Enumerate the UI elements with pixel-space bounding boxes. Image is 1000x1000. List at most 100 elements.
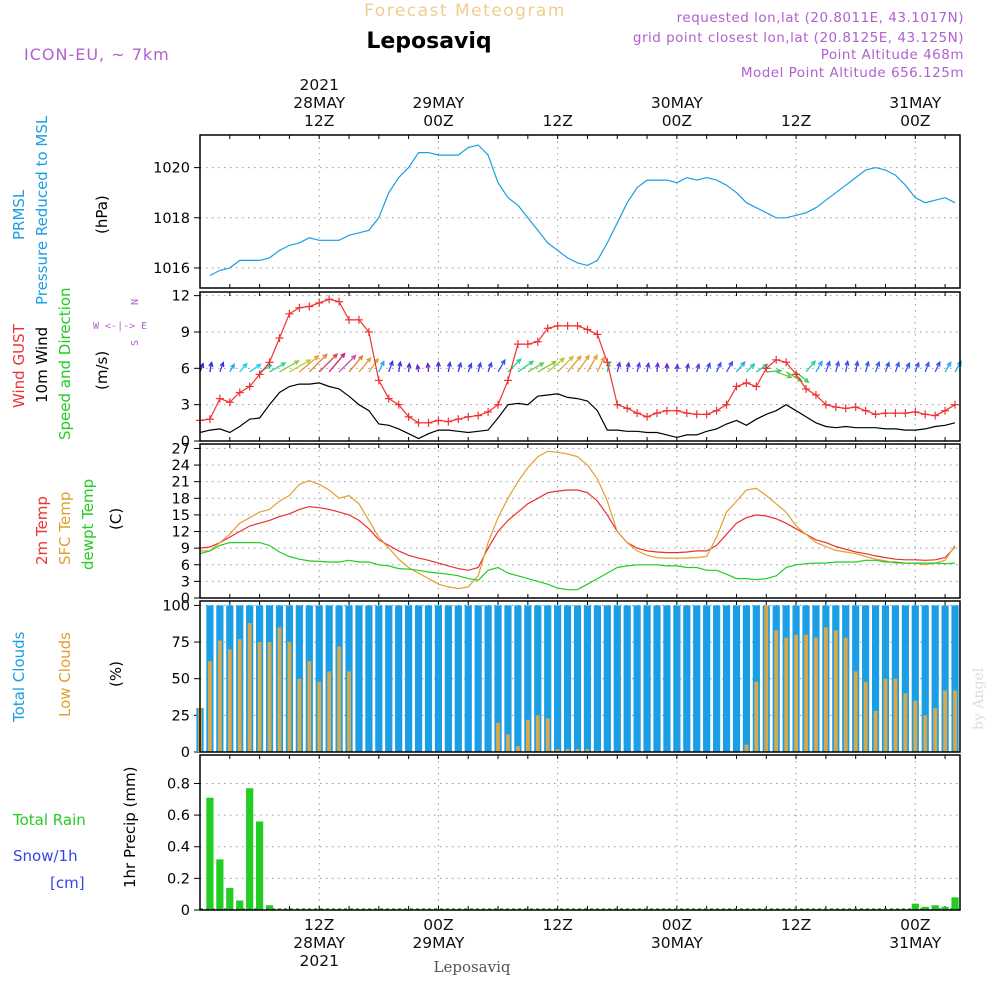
wind-arrow-shaft bbox=[934, 361, 941, 373]
wind-arrow-shaft bbox=[845, 361, 849, 373]
wind-arrow bbox=[924, 361, 930, 373]
prmsl-line bbox=[209, 144, 956, 277]
time-label-bottom: 29MAY bbox=[412, 934, 464, 952]
compass-we: W <-|-> E bbox=[93, 321, 147, 332]
wind-arrow-shaft bbox=[279, 360, 299, 373]
wind-arrow-head bbox=[487, 361, 493, 368]
wind-arrow-shaft bbox=[249, 363, 261, 373]
wind-arrow bbox=[537, 360, 558, 373]
pressure-label-1: PRMSL bbox=[10, 189, 28, 240]
low-cloud-bar bbox=[575, 749, 580, 752]
wind-arrow bbox=[586, 354, 598, 373]
gust-marker bbox=[444, 417, 453, 426]
wind-arrow bbox=[279, 360, 300, 373]
time-label-top: 29MAY bbox=[412, 94, 464, 112]
total-cloud-bar bbox=[593, 605, 601, 752]
wind-arrow bbox=[674, 363, 680, 373]
wind-arrow-head bbox=[568, 355, 574, 362]
total-cloud-bar bbox=[742, 605, 751, 752]
wind-arrow bbox=[259, 364, 273, 373]
low-cloud-bar bbox=[774, 630, 779, 752]
pressure-unit: (hPa) bbox=[93, 195, 111, 234]
wind-arrow-head bbox=[379, 360, 385, 366]
time-label-bottom: 12Z bbox=[542, 916, 572, 934]
wind-arrow bbox=[864, 360, 870, 373]
gust-marker bbox=[414, 418, 423, 427]
total-cloud-bar bbox=[554, 605, 562, 752]
wind-arrow-head bbox=[956, 360, 962, 367]
low-cloud-bar bbox=[893, 678, 898, 752]
wind-arrow-shaft bbox=[239, 363, 248, 373]
y-tick-label: 27 bbox=[172, 441, 190, 457]
gust-marker bbox=[762, 364, 771, 373]
wind-arrow-head bbox=[716, 361, 722, 368]
wind-arrow-head bbox=[538, 362, 545, 368]
wind-arrow bbox=[328, 352, 346, 373]
gust-marker bbox=[682, 409, 691, 418]
wind-arrow-shaft bbox=[368, 358, 379, 373]
wind-arrow bbox=[934, 360, 941, 373]
requested-coords: requested lon,lat (20.8011E, 43.1017N) bbox=[677, 10, 964, 26]
wind-arrow-head bbox=[625, 361, 631, 368]
wind-arrow-shaft bbox=[795, 371, 809, 383]
gust-marker bbox=[672, 406, 681, 415]
wind-arrow bbox=[358, 357, 372, 373]
wind-arrow-head bbox=[425, 362, 431, 369]
wind-arrow-head bbox=[810, 360, 816, 366]
wind-arrow-head bbox=[914, 361, 920, 368]
wind-arrow-shaft bbox=[586, 354, 598, 373]
total-cloud-bar bbox=[871, 605, 880, 752]
panel-4: 0 0.2 0.4 0.6 0.8 bbox=[167, 754, 961, 919]
wind-arrow bbox=[415, 363, 421, 373]
wind-arrow bbox=[547, 357, 566, 373]
wind-arrow bbox=[487, 361, 493, 373]
total-cloud-bar bbox=[603, 605, 611, 752]
y-tick-label: 0 bbox=[181, 745, 190, 761]
wind-arrow bbox=[467, 362, 473, 373]
low-cloud-bar bbox=[217, 640, 222, 752]
gust-marker bbox=[772, 355, 781, 364]
time-label-bottom: 00Z bbox=[662, 916, 692, 934]
wind-arrow bbox=[695, 362, 701, 373]
wind-arrow-head bbox=[435, 360, 441, 367]
total-cloud-bar bbox=[464, 605, 472, 752]
gust-marker bbox=[384, 394, 393, 403]
gust-marker bbox=[235, 388, 244, 397]
gust-marker bbox=[345, 315, 354, 324]
total-cloud-bar bbox=[355, 605, 363, 752]
total-cloud-bar bbox=[484, 605, 492, 752]
wind-arrow-head bbox=[551, 360, 558, 366]
y-tick-label: 9 bbox=[181, 541, 190, 557]
10m-wind-line bbox=[199, 382, 956, 440]
time-label-top: 00Z bbox=[423, 112, 453, 130]
low-cloud-bar bbox=[496, 722, 500, 752]
low-cloud-bar bbox=[794, 634, 798, 752]
wind-arrow-head bbox=[255, 363, 262, 369]
wind-arrow-head bbox=[584, 354, 590, 361]
temp-2m-label: 2m Temp bbox=[33, 496, 51, 565]
wind-arrow-shaft bbox=[825, 361, 831, 373]
wind-arrow bbox=[576, 354, 590, 373]
total-cloud-bar bbox=[444, 605, 452, 752]
total-cloud-bar bbox=[713, 605, 721, 752]
wind-arrow bbox=[338, 354, 357, 373]
rain-bar bbox=[911, 903, 919, 910]
gust-marker bbox=[265, 358, 274, 367]
wind-arrow-shaft bbox=[914, 362, 920, 373]
time-label-bottom: 28MAY bbox=[293, 934, 345, 952]
wind-arrow bbox=[645, 361, 651, 373]
gust-marker bbox=[335, 297, 344, 306]
wind-arrow bbox=[269, 362, 287, 373]
y-tick-label: 9 bbox=[181, 325, 190, 341]
wind-arrow-shaft bbox=[766, 370, 782, 373]
wind-arrow-shaft bbox=[745, 363, 755, 373]
wind-arrow-shaft bbox=[517, 360, 534, 373]
wind-arrow-head bbox=[895, 361, 900, 368]
wind-arrow bbox=[825, 360, 831, 373]
wind-arrow-head bbox=[266, 364, 273, 370]
wind-arrow bbox=[685, 362, 691, 373]
time-label-top: 2021 bbox=[299, 76, 338, 94]
point-altitude: Point Altitude 468m bbox=[821, 47, 964, 63]
temp-panel-label: 2m Temp SFC Temp dewpt Temp (C) bbox=[33, 479, 125, 570]
gust-marker bbox=[454, 415, 463, 424]
